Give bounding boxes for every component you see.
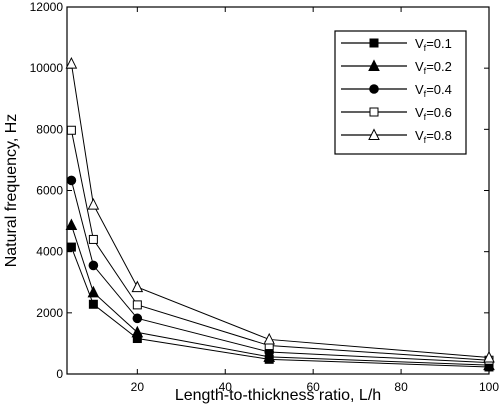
legend-label-subscript: f xyxy=(424,89,427,99)
data-point xyxy=(66,242,76,252)
legend-label-subscript: f xyxy=(424,43,427,53)
legend-item: Vf=0.4 xyxy=(341,82,452,99)
legend-marker xyxy=(368,59,380,71)
data-point xyxy=(88,299,98,309)
y-tick-label: 10000 xyxy=(30,61,64,75)
legend-label: Vf=0.6 xyxy=(415,105,452,122)
y-tick-label: 0 xyxy=(56,367,63,381)
legend-label-main: V xyxy=(415,128,424,143)
data-point xyxy=(132,300,142,310)
series-1 xyxy=(66,242,494,372)
legend-label-rest: =0.2 xyxy=(426,59,452,74)
y-axis-label: Natural frequency, Hz xyxy=(3,114,20,268)
legend-label: Vf=0.4 xyxy=(415,82,452,99)
y-tick-label: 8000 xyxy=(36,122,63,136)
y-tick-label: 12000 xyxy=(30,0,64,14)
x-axis-label: Length-to-thickness ratio, L/h xyxy=(175,387,381,404)
data-point xyxy=(66,175,77,186)
legend: Vf=0.1Vf=0.2Vf=0.4Vf=0.6Vf=0.8 xyxy=(334,30,467,155)
y-tick-label: 6000 xyxy=(36,184,63,198)
data-point xyxy=(131,325,144,338)
legend-label-subscript: f xyxy=(424,66,427,76)
x-tick-label: 80 xyxy=(394,380,408,394)
series-line xyxy=(70,130,490,361)
x-tick-label: 20 xyxy=(131,380,145,394)
data-point xyxy=(131,280,144,293)
legend-label: Vf=0.1 xyxy=(415,36,452,53)
series-line xyxy=(70,224,490,366)
legend-label-main: V xyxy=(415,59,424,74)
data-point xyxy=(65,218,78,231)
legend-label-rest: =0.6 xyxy=(426,105,452,120)
legend-marker xyxy=(369,38,379,48)
legend-item: Vf=0.1 xyxy=(341,36,452,53)
x-tick-label: 40 xyxy=(219,380,233,394)
legend-marker xyxy=(368,128,380,140)
legend-label-subscript: f xyxy=(424,112,427,122)
legend-item: Vf=0.6 xyxy=(341,105,452,122)
legend-label: Vf=0.8 xyxy=(415,128,452,145)
legend-label-main: V xyxy=(415,105,424,120)
legend-label-main: V xyxy=(415,82,424,97)
series-5 xyxy=(65,56,495,363)
x-tick-label: 100 xyxy=(479,380,499,394)
series-layer xyxy=(65,56,495,372)
series-4 xyxy=(66,125,494,365)
legend-box xyxy=(334,30,467,155)
legend-marker xyxy=(369,84,379,94)
legend-label-rest: =0.1 xyxy=(426,36,452,51)
data-point xyxy=(65,56,78,69)
x-tick-label: 60 xyxy=(306,380,320,394)
data-point xyxy=(88,234,98,244)
legend-label-rest: =0.8 xyxy=(426,128,452,143)
legend-item: Vf=0.2 xyxy=(341,59,452,76)
legend-item: Vf=0.8 xyxy=(341,128,452,145)
data-point xyxy=(88,260,99,271)
data-point xyxy=(132,313,143,324)
legend-marker xyxy=(369,107,379,117)
legend-label-subscript: f xyxy=(424,135,427,145)
data-point xyxy=(87,197,100,210)
legend-label-rest: =0.4 xyxy=(426,82,452,97)
data-point xyxy=(483,350,495,363)
y-tick-label: 4000 xyxy=(36,245,63,259)
legend-label: Vf=0.2 xyxy=(415,59,452,76)
axis-ticks: 20 40 60 80 100 0 2000 4000 6000 8000 10000 12000 xyxy=(30,0,500,394)
data-point xyxy=(263,332,276,345)
data-point xyxy=(66,125,76,135)
series-3 xyxy=(66,175,494,368)
legend-label-main: V xyxy=(415,36,424,51)
data-point xyxy=(87,285,100,298)
y-tick-label: 2000 xyxy=(36,306,63,320)
